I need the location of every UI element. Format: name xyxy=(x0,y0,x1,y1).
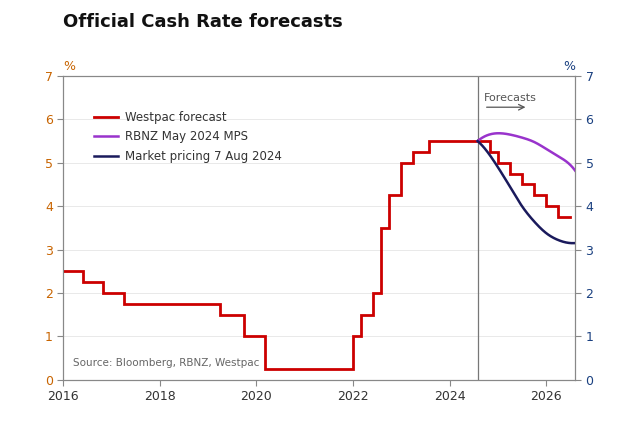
Text: %: % xyxy=(63,60,75,73)
Text: Official Cash Rate forecasts: Official Cash Rate forecasts xyxy=(63,13,343,31)
Text: Forecasts: Forecasts xyxy=(484,93,537,103)
Text: %: % xyxy=(563,60,575,73)
Legend: Westpac forecast, RBNZ May 2024 MPS, Market pricing 7 Aug 2024: Westpac forecast, RBNZ May 2024 MPS, Mar… xyxy=(90,106,286,168)
Text: Source: Bloomberg, RBNZ, Westpac: Source: Bloomberg, RBNZ, Westpac xyxy=(73,358,260,368)
